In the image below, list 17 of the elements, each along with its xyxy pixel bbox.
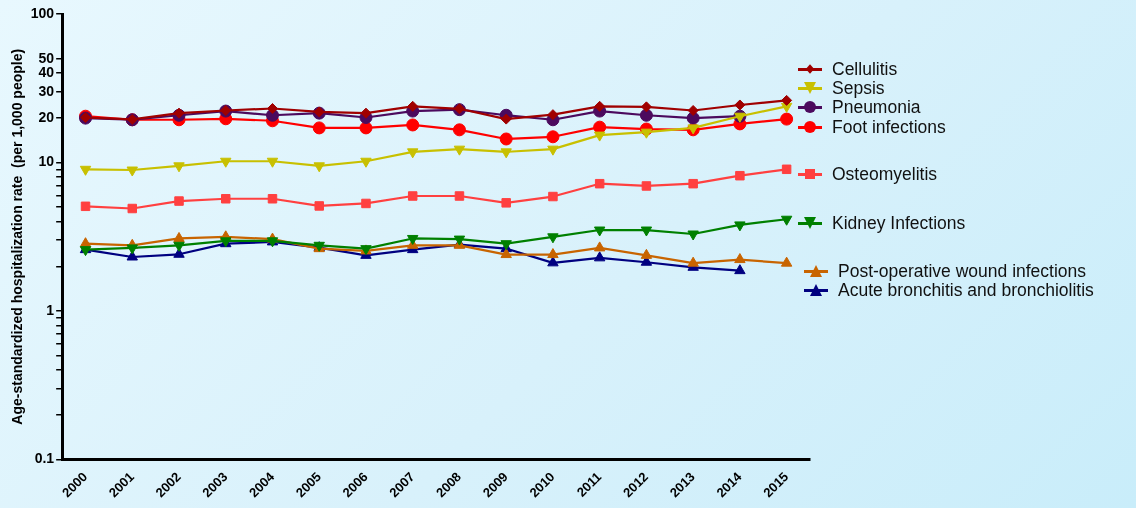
legend-label: Acute bronchitis and bronchiolitis: [838, 280, 1094, 300]
y-tick-label: 0.1: [34, 450, 55, 467]
legend-label: Cellulitis: [832, 59, 898, 79]
legend-label: Osteomyelitis: [832, 164, 938, 184]
y-tick-label: 40: [38, 63, 55, 80]
y-tick-label: 10: [38, 153, 55, 170]
legend-label: Sepsis: [832, 78, 885, 98]
legend-label: Pneumonia: [832, 97, 921, 117]
legend-label: Foot infections: [832, 117, 946, 137]
legend-label: Kidney Infections: [832, 213, 966, 233]
y-axis-title: Age-standardized hospitalization rate (per 1,000 people): [9, 48, 26, 425]
y-tick-label: 20: [38, 108, 55, 125]
y-tick-label: 50: [38, 49, 55, 66]
y-tick-label: 30: [38, 82, 55, 99]
y-tick-label: 1: [46, 301, 55, 318]
legend-label: Post-operative wound infections: [838, 261, 1087, 281]
y-tick-label: 100: [30, 4, 55, 21]
